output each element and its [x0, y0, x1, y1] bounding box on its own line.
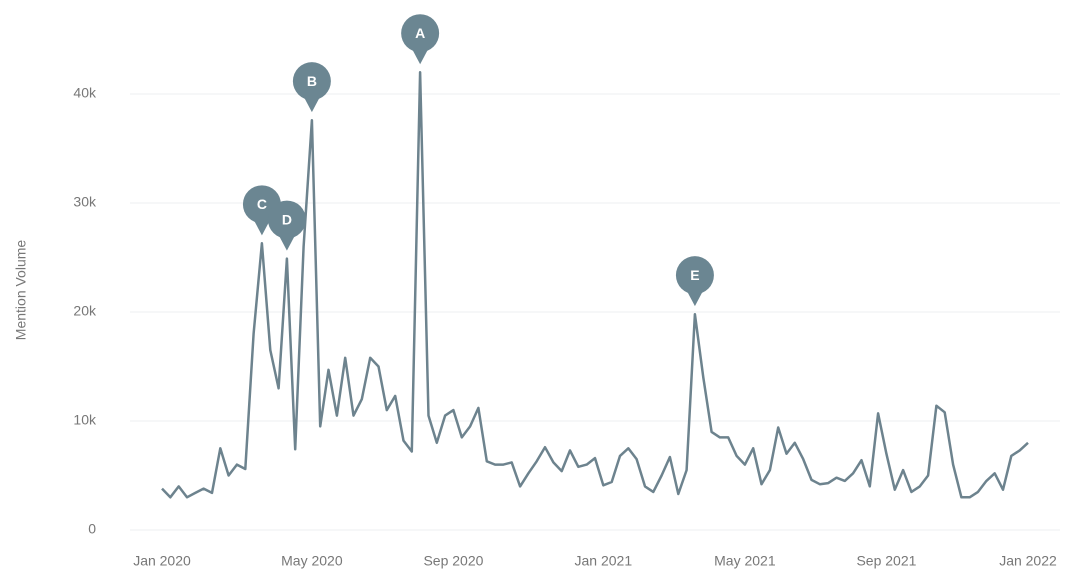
annotation-circle	[401, 14, 440, 53]
x-tick-label: Sep 2020	[423, 553, 483, 569]
x-tick-label: Jan 2021	[575, 553, 633, 569]
annotation-label: B	[307, 73, 317, 89]
annotation-circle	[675, 256, 714, 295]
y-tick-label: 40k	[73, 85, 97, 101]
x-tick-label: May 2020	[281, 553, 343, 569]
x-tick-label: Jan 2022	[999, 553, 1057, 569]
annotation-marker: B	[292, 62, 331, 113]
y-tick-label: 10k	[73, 412, 97, 428]
annotation-marker: D	[267, 200, 306, 251]
annotation-circle	[267, 200, 306, 239]
annotation-label: E	[690, 267, 699, 283]
annotation-label: A	[415, 25, 425, 41]
annotation-circle	[292, 62, 331, 101]
annotation-label: D	[282, 211, 292, 227]
data-line	[161, 70, 1029, 499]
x-tick-label: May 2021	[714, 553, 776, 569]
annotation-marker: E	[675, 256, 714, 307]
y-tick-label: 30k	[73, 194, 97, 210]
annotation-label: C	[257, 196, 267, 212]
y-axis-label: Mention Volume	[13, 240, 29, 341]
y-tick-label: 0	[88, 521, 96, 537]
y-tick-label: 20k	[73, 303, 97, 319]
annotation-marker: A	[401, 14, 440, 65]
x-tick-label: Jan 2020	[133, 553, 191, 569]
x-tick-label: Sep 2021	[856, 553, 916, 569]
